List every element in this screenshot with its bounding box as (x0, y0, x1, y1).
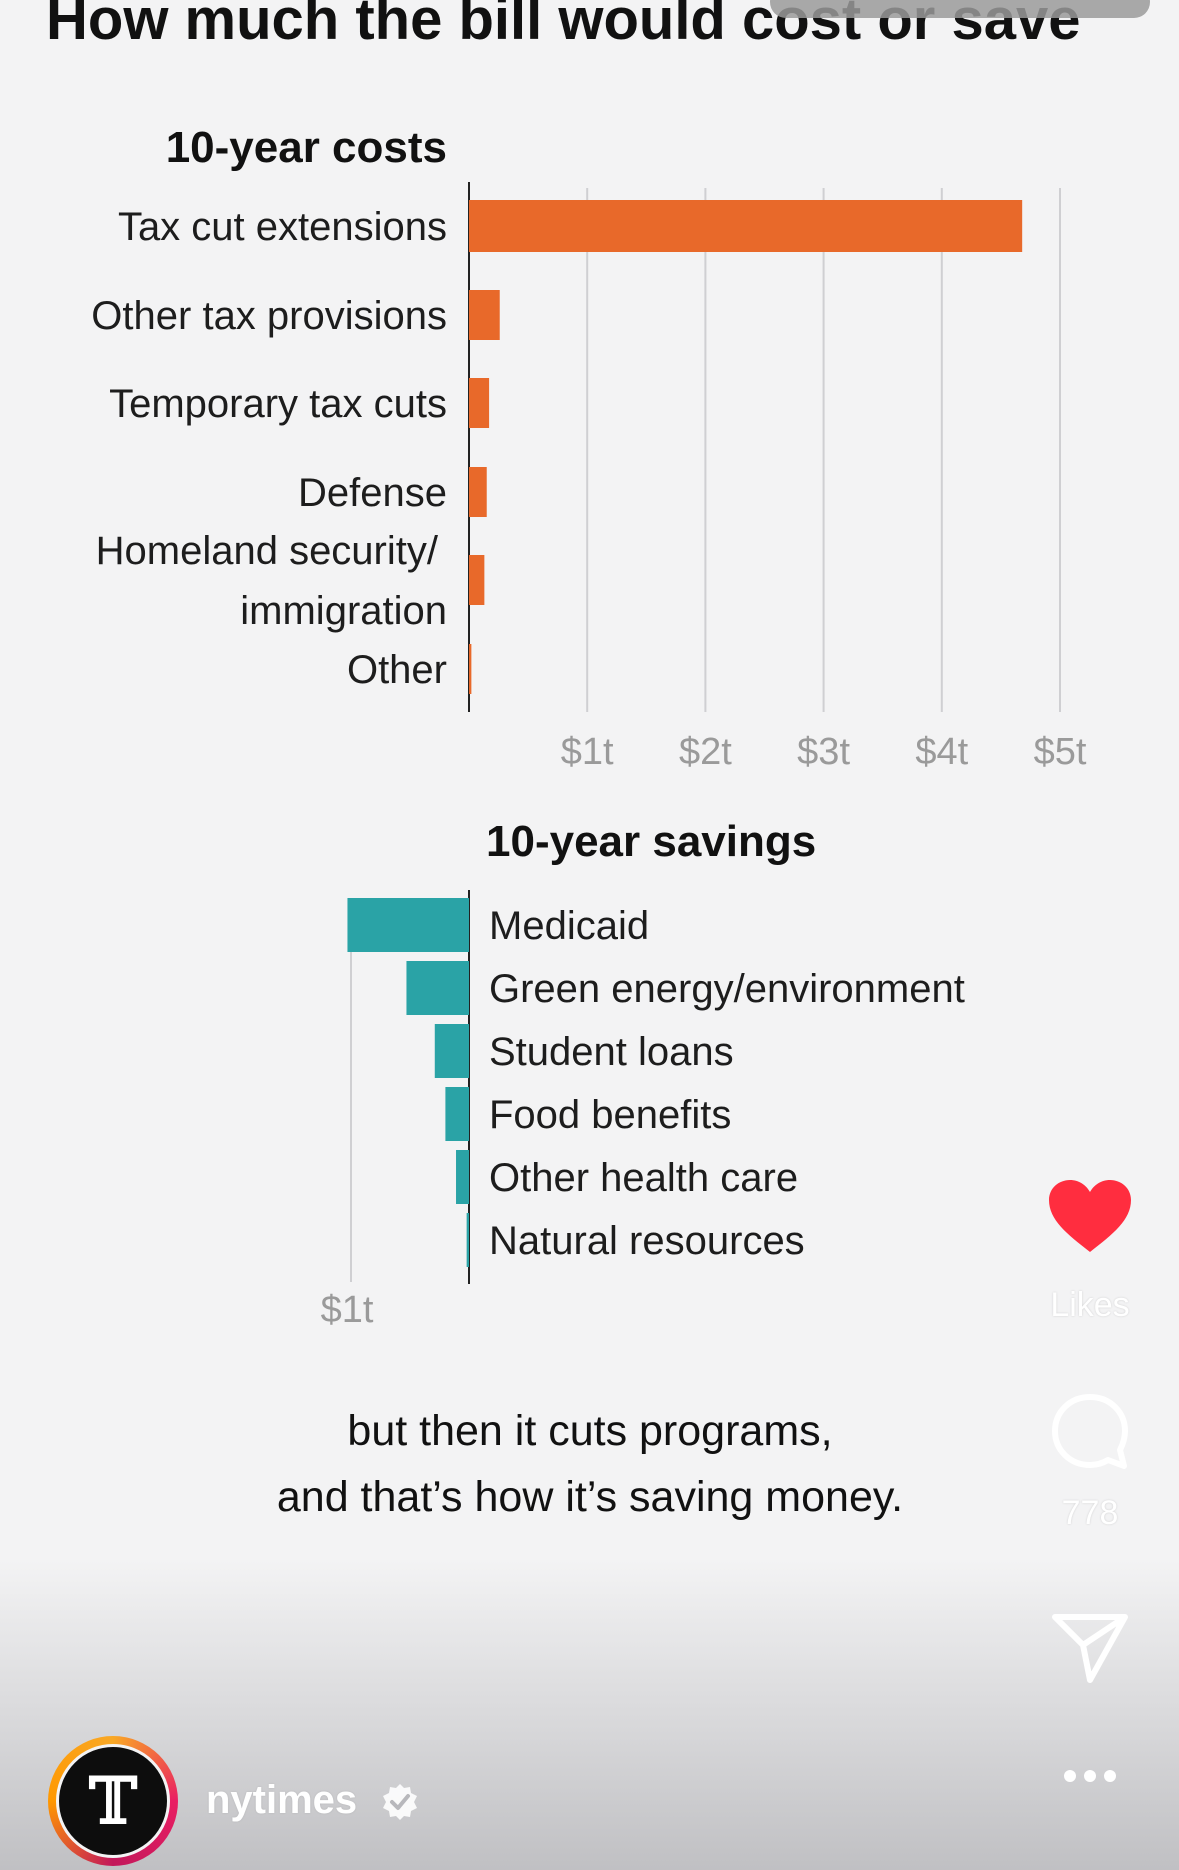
account-avatar[interactable]: 𝕋 (48, 1736, 178, 1866)
savings-category-label: Student loans (489, 1030, 734, 1074)
comment-count[interactable]: 778 (1061, 1494, 1119, 1532)
savings-category-label: Natural resources (489, 1219, 805, 1263)
costs-tick-label: $3t (797, 731, 850, 773)
costs-tick-label: $1t (561, 731, 614, 773)
caption-line-2: and that’s how it’s saving money. (276, 1473, 904, 1521)
savings-bar (445, 1087, 469, 1141)
costs-category-label: Other tax provisions (91, 294, 447, 338)
costs-category-label: immigration (240, 589, 447, 633)
costs-category-label: Other (347, 648, 447, 692)
savings-category-label: Medicaid (489, 904, 649, 948)
heart-icon (1049, 1180, 1131, 1252)
costs-bar (469, 290, 500, 340)
costs-category-label: Homeland security/ (96, 529, 439, 573)
savings-bar (434, 1024, 469, 1078)
comment-button[interactable] (1042, 1392, 1138, 1481)
costs-bar (469, 644, 472, 694)
share-button[interactable] (1042, 1612, 1138, 1693)
costs-category-label: Defense (298, 471, 447, 515)
costs-tick-label: $4t (915, 731, 968, 773)
savings-chart-title: 10-year savings (486, 817, 816, 866)
costs-bar (469, 467, 487, 517)
video-caption: but then it cuts programs, and that’s ho… (180, 1398, 1000, 1530)
savings-category-label: Green energy/environment (489, 967, 965, 1011)
bottom-gradient (0, 1560, 1179, 1870)
savings-category-label: Food benefits (489, 1093, 731, 1137)
cost-savings-chart: 10-year costs $1t $2t $3t $4t $5t Tax cut ext… (91, 123, 1087, 1331)
send-icon (1052, 1614, 1128, 1683)
costs-chart: 10-year costs $1t $2t $3t $4t $5t Tax cut ext… (91, 123, 1087, 773)
avatar: 𝕋 (56, 1744, 170, 1858)
costs-bar (469, 378, 490, 428)
costs-bar (469, 200, 1023, 252)
more-icon (1064, 1770, 1116, 1782)
verified-icon (383, 1784, 417, 1820)
savings-bar (466, 1213, 469, 1267)
comment-icon (1052, 1394, 1128, 1469)
status-pill (770, 0, 1150, 18)
costs-chart-title: 10-year costs (166, 123, 447, 172)
like-button[interactable] (1042, 1178, 1138, 1263)
costs-tick-label: $2t (679, 731, 732, 773)
costs-bar (469, 555, 485, 605)
savings-bar (456, 1150, 469, 1204)
caption-line-1: but then it cuts programs, (347, 1407, 833, 1455)
account-username[interactable]: nytimes (206, 1778, 358, 1822)
costs-category-label: Temporary tax cuts (109, 382, 447, 426)
savings-tick-label: $1t (321, 1289, 374, 1331)
savings-bar (406, 961, 469, 1015)
savings-bar (347, 898, 469, 952)
savings-category-label: Other health care (489, 1156, 798, 1200)
more-button[interactable] (1042, 1754, 1138, 1793)
costs-tick-label: $5t (1034, 731, 1087, 773)
costs-category-label: Tax cut extensions (118, 205, 447, 249)
likes-label[interactable]: Likes (1050, 1286, 1130, 1324)
savings-chart: 10-year savings $1t Medicaid Green energy/… (321, 817, 965, 1331)
